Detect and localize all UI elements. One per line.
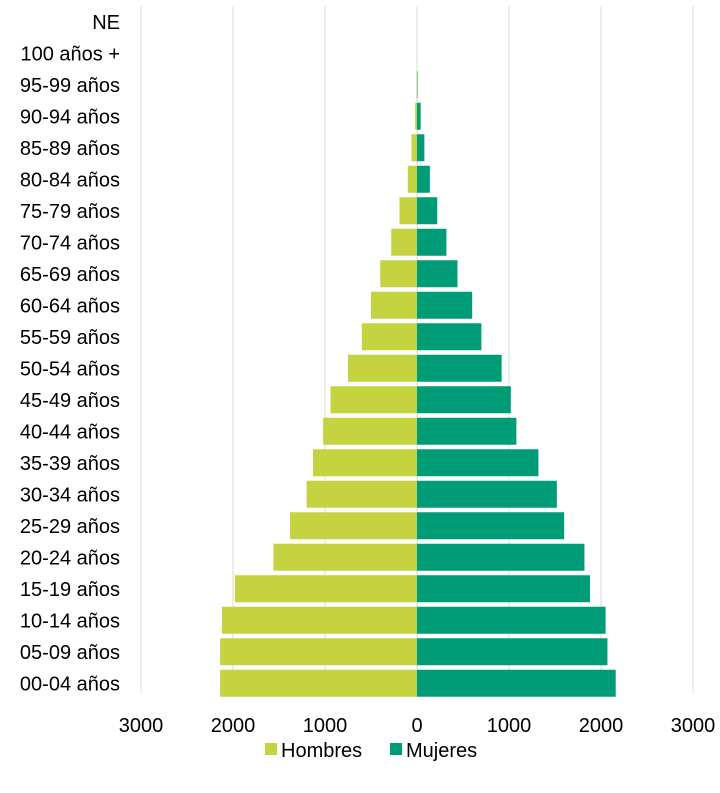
age-group-label: 50-54 años <box>20 358 120 380</box>
bar-hombres <box>330 386 417 414</box>
age-group-label: 10-14 años <box>20 610 120 632</box>
age-group-label: 40-44 años <box>20 421 120 443</box>
bar-hombres <box>415 102 417 130</box>
legend: Hombres Mujeres <box>265 740 477 762</box>
bar-mujeres <box>417 512 565 540</box>
x-tick-label: 0 <box>411 715 422 737</box>
x-tick-label: 2000 <box>211 715 256 737</box>
x-tick-label: 3000 <box>671 715 716 737</box>
bar-mujeres <box>417 165 430 193</box>
bar-hombres <box>348 354 417 382</box>
age-group-label: 45-49 años <box>20 390 120 412</box>
bar-mujeres <box>417 543 585 571</box>
bar-hombres <box>411 134 417 162</box>
bar-hombres <box>407 165 417 193</box>
bar-mujeres <box>417 291 473 319</box>
bar-mujeres <box>417 417 517 445</box>
bar-hombres <box>220 669 417 697</box>
legend-label-hombres: Hombres <box>281 740 362 762</box>
bar-mujeres <box>417 480 557 508</box>
bar-mujeres <box>417 669 616 697</box>
age-group-label: 70-74 años <box>20 232 120 254</box>
bar-hombres <box>273 543 417 571</box>
bar-hombres <box>399 197 417 225</box>
bar-mujeres <box>417 606 606 634</box>
bar-mujeres <box>417 260 458 288</box>
bar-hombres <box>290 512 417 540</box>
age-group-label: 75-79 años <box>20 201 120 223</box>
bar-hombres <box>306 480 417 508</box>
x-tick-label: 2000 <box>579 715 624 737</box>
bar-hombres <box>220 638 417 666</box>
bar-mujeres <box>417 323 482 351</box>
age-group-label: 25-29 años <box>20 516 120 538</box>
x-tick-label: 3000 <box>119 715 164 737</box>
age-group-label: 30-34 años <box>20 484 120 506</box>
bar-hombres <box>391 228 417 256</box>
age-group-label: 15-19 años <box>20 579 120 601</box>
x-axis-tick-labels: 3000 2000 1000 0 1000 2000 3000 <box>119 715 716 737</box>
age-group-label: 20-24 años <box>20 547 120 569</box>
bar-mujeres <box>417 134 425 162</box>
age-group-label: 60-64 años <box>20 295 120 317</box>
age-group-label: NE <box>92 12 120 34</box>
age-group-label: 05-09 años <box>20 642 120 664</box>
legend-label-mujeres: Mujeres <box>406 740 477 762</box>
age-group-label: 35-39 años <box>20 453 120 475</box>
bar-mujeres <box>417 102 421 130</box>
bar-hombres <box>221 606 417 634</box>
age-group-label: 100 años + <box>20 43 120 65</box>
bar-mujeres <box>417 575 590 603</box>
bar-hombres <box>234 575 417 603</box>
age-group-label: 80-84 años <box>20 169 120 191</box>
x-tick-label: 1000 <box>303 715 348 737</box>
age-group-label: 90-94 años <box>20 106 120 128</box>
age-group-label: 95-99 años <box>20 75 120 97</box>
bar-hombres <box>313 449 417 477</box>
bar-mujeres <box>417 197 438 225</box>
age-group-label: 00-04 años <box>20 673 120 695</box>
bar-mujeres <box>417 638 608 666</box>
bar-hombres <box>380 260 417 288</box>
bar-hombres <box>323 417 417 445</box>
bar-mujeres <box>417 228 447 256</box>
bars <box>220 71 616 697</box>
bar-hombres <box>361 323 417 351</box>
bar-hombres <box>371 291 417 319</box>
bar-mujeres <box>417 386 511 414</box>
age-group-labels: NE 100 años + 95-99 años 90-94 años 85-89 añ… <box>20 12 120 696</box>
legend-swatch-hombres <box>265 743 277 755</box>
x-tick-label: 1000 <box>487 715 532 737</box>
age-group-label: 85-89 años <box>20 138 120 160</box>
age-group-label: 65-69 años <box>20 264 120 286</box>
bar-mujeres <box>417 354 502 382</box>
bar-mujeres <box>417 449 539 477</box>
legend-swatch-mujeres <box>390 743 402 755</box>
age-group-label: 55-59 años <box>20 327 120 349</box>
